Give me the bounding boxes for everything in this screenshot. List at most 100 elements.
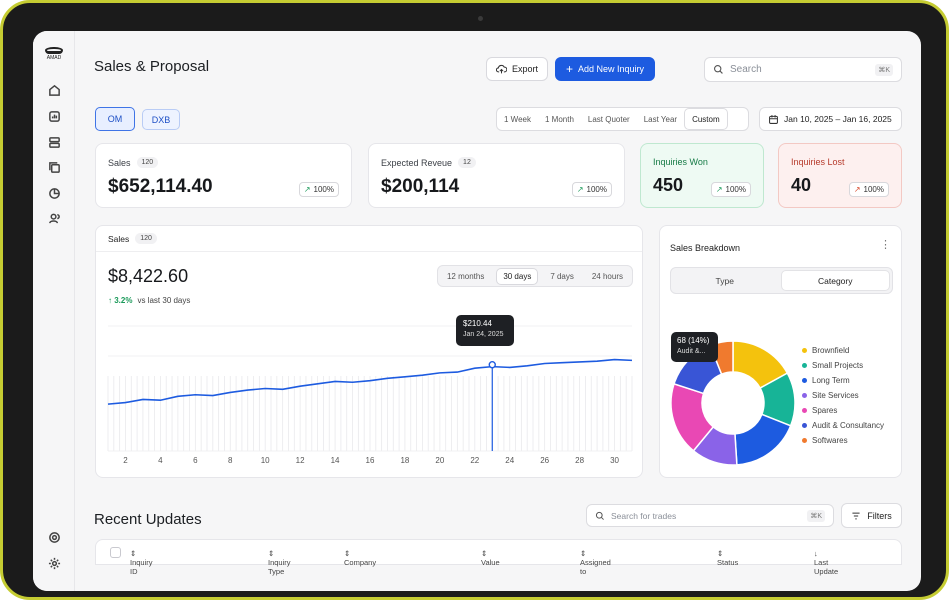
- x-tick-label: 4: [158, 456, 163, 465]
- copy-icon[interactable]: [46, 159, 62, 175]
- legend-dot: [802, 378, 807, 383]
- col-inquiry-id[interactable]: Inquiry ID ⇕: [130, 549, 153, 576]
- range-12-months[interactable]: 12 months: [446, 271, 485, 281]
- legend-item: Small Projects: [802, 358, 884, 373]
- kpi-label: Sales: [108, 157, 131, 168]
- legend-label: Long Term: [812, 376, 850, 385]
- search-shortcut: ⌘K: [875, 63, 893, 76]
- database-icon[interactable]: [46, 134, 62, 150]
- x-tick-label: 10: [261, 456, 270, 465]
- period-custom[interactable]: Custom: [684, 108, 728, 130]
- search-input[interactable]: Search ⌘K: [704, 57, 902, 82]
- col-status[interactable]: Status ⇕: [717, 549, 739, 567]
- kpi-change-badge: ↗ 100%: [298, 182, 339, 197]
- breakdown-legend: Brownfield Small Projects Long Term Site Se…: [802, 343, 884, 448]
- range-7-days[interactable]: 7 days: [550, 271, 574, 281]
- range-24-hours[interactable]: 24 hours: [591, 271, 623, 281]
- kpi-change-badge: ↗ 100%: [710, 182, 751, 197]
- col-assigned-to[interactable]: Assigned to ⇕: [580, 549, 611, 576]
- select-all-checkbox[interactable]: [110, 547, 121, 558]
- x-tick-label: 24: [505, 456, 514, 465]
- kpi-label: Inquiries Won: [653, 157, 708, 167]
- more-icon[interactable]: ⋮: [880, 239, 891, 251]
- period-1-week[interactable]: 1 Week: [504, 114, 531, 124]
- sidebar: AMAD: [33, 31, 75, 591]
- breakdown-toggle: Type Category: [670, 267, 893, 294]
- donut-tooltip-label: Audit &...: [677, 348, 706, 355]
- region-om[interactable]: OM: [95, 107, 135, 131]
- tab-category[interactable]: Category: [780, 270, 890, 291]
- legend-dot: [802, 393, 807, 398]
- search-placeholder: Search: [730, 64, 762, 75]
- kpi-change-badge: ↗ 100%: [571, 182, 612, 197]
- period-last-quoter[interactable]: Last Quoter: [587, 114, 630, 124]
- filters-button[interactable]: Filters: [841, 503, 902, 528]
- trend-value: 3.2%: [114, 296, 133, 305]
- period-last-year[interactable]: Last Year: [643, 114, 678, 124]
- chart-icon[interactable]: [46, 108, 62, 124]
- x-tick-label: 22: [470, 456, 479, 465]
- arrow-up-right-icon: ↗: [576, 185, 584, 194]
- tab-type[interactable]: Type: [715, 275, 734, 286]
- kpi-expected-revenue[interactable]: Expected Reveue 12 $200,114 ↗ 100%: [368, 143, 625, 208]
- x-tick-label: 12: [296, 456, 305, 465]
- settings-icon[interactable]: [46, 555, 62, 571]
- pie-icon[interactable]: [46, 185, 62, 201]
- col-inquiry-type[interactable]: Inquiry Type ⇕: [268, 549, 291, 576]
- camera: [478, 16, 483, 21]
- kpi-change: 100%: [586, 185, 607, 194]
- legend-label: Site Services: [812, 391, 859, 400]
- legend-dot: [802, 423, 807, 428]
- arrow-up-right-icon: ↗: [303, 185, 311, 194]
- trend-row: ↑ 3.2% vs last 30 days: [108, 296, 190, 305]
- date-range-picker[interactable]: Jan 10, 2025 – Jan 16, 2025: [759, 107, 902, 131]
- donut-tooltip-value: 68 (14%): [677, 336, 710, 345]
- period-1-month[interactable]: 1 Month: [544, 114, 574, 124]
- chart-label: Sales: [108, 233, 130, 244]
- trades-search-input[interactable]: Search for trades ⌘K: [586, 504, 834, 527]
- kpi-count: 12: [458, 157, 476, 168]
- chart-total: $8,422.60: [108, 266, 189, 286]
- arrow-up-right-icon: ↗: [853, 185, 861, 194]
- range-30-days[interactable]: 30 days: [496, 267, 539, 285]
- kpi-change: 100%: [863, 185, 884, 194]
- kpi-label: Expected Reveue: [381, 157, 453, 168]
- tooltip-date: Jan 24, 2025: [463, 331, 504, 338]
- kpi-value: $200,114: [381, 176, 460, 197]
- kpi-count: 120: [136, 157, 159, 168]
- donut-slice-long-term: [734, 413, 792, 466]
- cloud-upload-icon: [495, 64, 507, 73]
- line-chart: 2 4 6 8 10 12 14 16 18 20 22 24 26 28 30: [107, 325, 633, 465]
- kpi-inquiries-lost[interactable]: Inquiries Lost 40 ↗ 100%: [778, 143, 902, 208]
- breakdown-title: Sales Breakdown: [670, 243, 741, 253]
- export-button[interactable]: Export: [486, 57, 548, 81]
- users-icon[interactable]: [46, 210, 62, 226]
- legend-item: Long Term: [802, 373, 884, 388]
- col-company[interactable]: Company ⇕: [344, 549, 377, 567]
- tooltip-value: $210.44: [463, 319, 492, 328]
- col-last-update[interactable]: Last Update ↓: [814, 549, 839, 576]
- region-dxb[interactable]: DXB: [142, 109, 180, 130]
- trades-search-shortcut: ⌘K: [807, 509, 825, 522]
- x-tick-label: 26: [540, 456, 549, 465]
- x-tick-label: 18: [400, 456, 409, 465]
- kpi-change: 100%: [313, 185, 334, 194]
- donut-tooltip: 68 (14%) Audit &...: [671, 332, 718, 362]
- kpi-sales[interactable]: Sales 120 $652,114.40 ↗ 100%: [95, 143, 352, 208]
- kpi-change: 100%: [725, 185, 746, 194]
- trades-search-placeholder: Search for trades: [611, 510, 677, 521]
- x-tick-label: 20: [435, 456, 444, 465]
- x-tick-label: 6: [193, 456, 198, 465]
- filter-icon: [852, 512, 860, 519]
- home-icon[interactable]: [46, 82, 62, 98]
- trend-text: vs last 30 days: [137, 296, 191, 305]
- kpi-inquiries-won[interactable]: Inquiries Won 450 ↗ 100%: [640, 143, 764, 208]
- support-icon[interactable]: [46, 529, 62, 545]
- col-value[interactable]: Value ⇕: [481, 549, 500, 567]
- legend-item: Spares: [802, 403, 884, 418]
- trend-up-icon: ↑: [108, 296, 112, 305]
- sales-line: [107, 358, 633, 405]
- table-header: Inquiry ID ⇕ Inquiry Type ⇕ Company ⇕ Va…: [95, 539, 902, 576]
- kpi-change-badge: ↗ 100%: [848, 182, 889, 197]
- add-inquiry-button[interactable]: + Add New Inquiry: [555, 57, 655, 81]
